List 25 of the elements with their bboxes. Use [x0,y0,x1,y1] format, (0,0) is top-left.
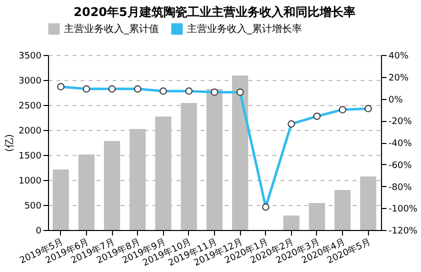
legend-label: 主营业务收入_累计增长率 [187,23,302,35]
legend-label: 主营业务收入_累计值 [64,23,159,35]
y-tick-label: 2500 [18,102,42,112]
y-tick-label: 0 [36,226,42,236]
y-tick-label: 2000 [18,126,42,136]
y2-tick-label: -100% [388,204,418,215]
bar [283,216,300,230]
chart-title: 2020年5月建筑陶瓷工业主营业务收入和同比增长率 [74,5,356,19]
y2-tick-label: -20% [388,117,412,128]
bar [206,89,223,230]
bar [78,154,94,230]
y2-tick-label: -60% [388,160,412,171]
y-tick-label: 500 [24,202,42,212]
y2-tick-label: 0% [388,95,404,106]
y-tick-label: 1000 [18,176,42,186]
y-axis-title: (亿) [4,134,16,152]
y-tick-label: 3000 [18,76,42,86]
y2-tick-label: -80% [388,182,412,193]
y2-tick-label: 20% [388,73,409,84]
y2-tick-label: -120% [388,226,418,236]
y2-tick-label: -40% [388,139,412,149]
bar [334,190,351,230]
y2-tick-label: 40% [388,52,409,62]
y-tick-label: 3500 [18,52,42,62]
y-tick-label: 1500 [18,152,42,162]
